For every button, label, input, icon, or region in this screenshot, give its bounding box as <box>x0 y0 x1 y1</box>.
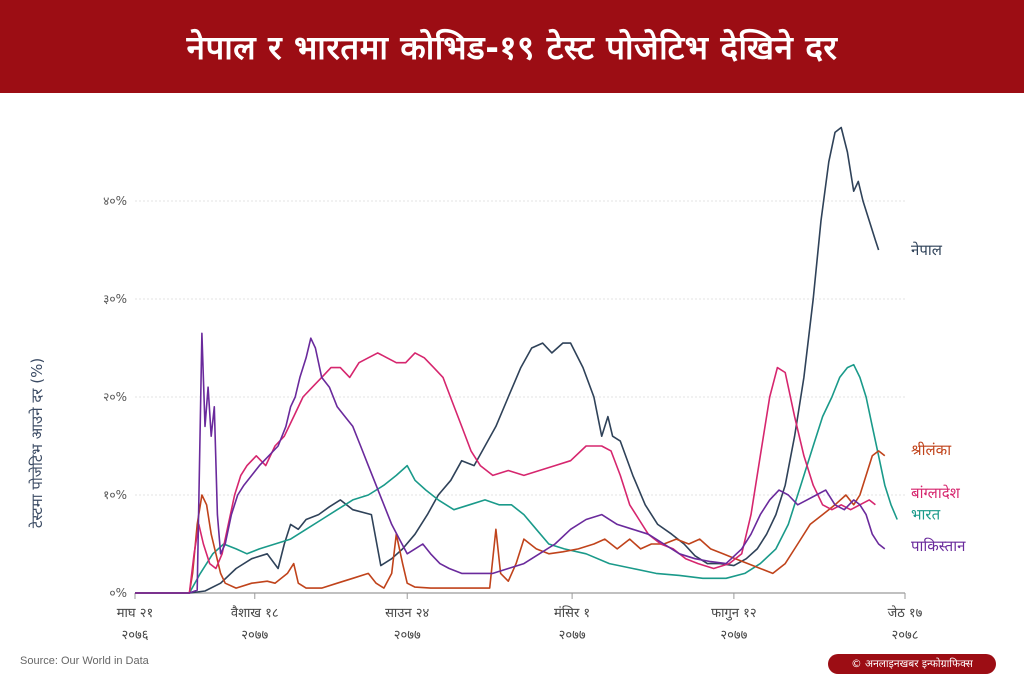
y-tick-label: ४०% <box>103 194 127 208</box>
series-layer <box>135 126 898 594</box>
y-tick-label: १०% <box>103 488 127 502</box>
credit-badge: © अनलाइनखबर इन्फोग्राफिक्स <box>828 654 996 674</box>
y-tick-label: ३०% <box>103 292 127 306</box>
series-line-pakistan <box>135 332 886 594</box>
y-tick-label: २०% <box>103 390 127 404</box>
x-tick-year: २०७६ <box>121 628 148 643</box>
x-tick-year: २०७७ <box>720 628 747 643</box>
series-label-india: भारत <box>911 506 941 524</box>
grid-layer <box>135 200 905 594</box>
x-tick-year: २०७७ <box>559 628 586 643</box>
x-tick-label: फागुन १२ <box>711 606 757 621</box>
series-labels: नेपाल श्रीलंका बांग्लादेश भारत पाकिस्तान <box>911 241 966 555</box>
series-line-srilanka <box>135 450 886 594</box>
x-tick-label: वैशाख १८ <box>231 605 279 621</box>
series-line-nepal <box>135 126 880 594</box>
x-tick-year: २०७७ <box>241 628 268 643</box>
series-label-srilanka: श्रीलंका <box>911 441 952 459</box>
series-label-pakistan: पाकिस्तान <box>911 537 966 555</box>
series-line-bangladesh <box>135 352 876 594</box>
x-tick-label: जेठ १७ <box>888 605 923 621</box>
series-label-bangladesh: बांग्लादेश <box>911 484 961 502</box>
x-tick-label: साउन २४ <box>385 606 429 621</box>
y-tick-label: ०% <box>109 586 127 600</box>
y-axis-label: टेस्टमा पोजेटिभ आउने दर (%) <box>28 358 46 528</box>
series-label-nepal: नेपाल <box>911 241 943 259</box>
x-tick-label: मंसिर १ <box>554 605 590 621</box>
page-title: नेपाल र भारतमा कोभिड-१९ टेस्ट पोजेटिभ दे… <box>186 28 838 67</box>
title-banner: नेपाल र भारतमा कोभिड-१९ टेस्ट पोजेटिभ दे… <box>0 0 1024 93</box>
y-tick-labels: ०% १०% २०% ३०% ४०% <box>103 194 127 600</box>
x-tick-label: माघ २१ <box>117 606 153 621</box>
series-line-india <box>135 363 898 594</box>
source-note: Source: Our World in Data <box>20 655 149 667</box>
x-tick-year: २०७८ <box>891 628 918 643</box>
x-tick-year: २०७७ <box>394 628 421 643</box>
x-tick-labels: माघ २१ २०७६ वैशाख १८ २०७७ साउन २४ २०७७ मंसिर १… <box>117 593 923 643</box>
positivity-line-chart: ०% १०% २०% ३०% ४०% माघ २१ २०७६ वैशाख १८ २०७७ साउ… <box>28 126 966 643</box>
